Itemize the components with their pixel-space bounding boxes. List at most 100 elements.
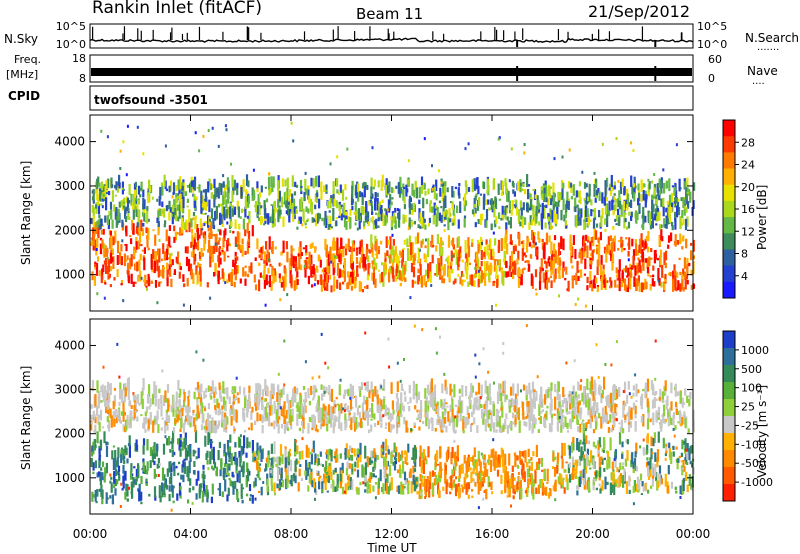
velocity-mark — [105, 445, 109, 457]
velocity-mark — [101, 495, 104, 505]
velocity-mark — [661, 391, 664, 403]
velocity-mark — [324, 467, 327, 473]
power-mark — [506, 243, 509, 255]
power-mark — [233, 179, 236, 191]
power-mark — [511, 200, 514, 210]
power-mark — [388, 270, 391, 283]
velocity-mark — [307, 463, 310, 468]
power-mark — [551, 250, 554, 263]
power-mark — [532, 214, 535, 222]
velocity-mark — [117, 447, 120, 458]
velocity-mark — [592, 458, 595, 469]
power-mark — [100, 203, 103, 206]
power-speck — [431, 164, 433, 168]
power-mark — [318, 213, 321, 220]
power-mark — [146, 206, 149, 212]
velocity-mark — [690, 445, 694, 454]
power-mark — [313, 268, 316, 276]
velocity-mark — [318, 477, 321, 485]
power-speck — [568, 148, 571, 152]
power-mark — [625, 265, 628, 273]
power-mark — [344, 248, 348, 256]
velocity-mark — [494, 451, 497, 462]
power-mark — [110, 266, 113, 272]
power-mark — [640, 233, 643, 247]
velocity-mark — [172, 500, 175, 504]
power-mark — [502, 210, 506, 213]
cpid-label: CPID — [8, 89, 40, 103]
power-mark — [217, 255, 220, 263]
velocity-mark — [521, 451, 524, 457]
power-mark — [509, 217, 512, 229]
velocity-mark — [308, 461, 311, 470]
power-mark — [314, 214, 317, 227]
velocity-mark — [189, 423, 192, 426]
power-mark — [312, 178, 315, 189]
velocity-mark — [568, 462, 571, 468]
velocity-mark — [437, 472, 441, 480]
power-mark — [356, 265, 359, 268]
velocity-mark — [419, 456, 422, 467]
power-mark — [475, 251, 478, 261]
power-mark — [398, 215, 401, 228]
power-mark — [599, 231, 602, 241]
noise-right-tick-top: 10^5 — [697, 20, 727, 33]
power-mark — [398, 192, 402, 198]
power-speck — [203, 223, 206, 226]
power-mark — [520, 208, 523, 216]
power-mark — [166, 262, 169, 270]
power-mark — [388, 199, 391, 213]
power-mark — [574, 206, 577, 213]
power-mark — [177, 195, 180, 199]
velocity-mark — [574, 459, 577, 465]
power-mark — [408, 217, 411, 230]
freq-panel-frame — [89, 54, 694, 83]
power-mark — [186, 184, 189, 188]
velocity-mark — [164, 478, 167, 488]
velocity-mark — [681, 397, 684, 408]
power-mark — [678, 257, 681, 260]
velocity-mark — [101, 489, 104, 500]
velocity-mark — [445, 451, 448, 463]
power-mark — [109, 284, 112, 288]
freq-left-tick-top: 18 — [72, 52, 86, 65]
velocity-mark — [289, 400, 292, 409]
velocity-mark — [132, 482, 135, 486]
velocity-mark — [560, 422, 563, 433]
velocity-mark — [465, 385, 468, 397]
power-speck — [651, 180, 653, 184]
power-mark — [188, 219, 191, 233]
velocity-mark — [583, 458, 586, 470]
velocity-mark — [356, 488, 359, 495]
power-mark — [94, 264, 97, 270]
power-mark — [549, 222, 552, 230]
velocity-mark — [176, 415, 179, 423]
power-mark — [95, 262, 99, 276]
velocity-mark — [526, 411, 529, 418]
velocity-mark — [135, 468, 138, 479]
power-mark — [295, 184, 299, 188]
velocity-mark — [419, 445, 422, 457]
velocity-mark — [154, 495, 157, 501]
velocity-mark — [611, 394, 615, 408]
velocity-mark — [349, 445, 352, 452]
power-speck — [647, 178, 650, 182]
power-mark — [371, 205, 374, 215]
power-mark — [495, 216, 498, 224]
power-mark — [160, 273, 163, 277]
velocity-mark — [129, 410, 132, 418]
power-mark — [234, 236, 237, 247]
velocity-mark — [403, 471, 407, 481]
power-mark — [570, 243, 573, 256]
velocity-mark — [169, 449, 172, 453]
velocity-mark — [445, 425, 448, 433]
power-mark — [326, 215, 329, 225]
power-mark — [452, 237, 455, 247]
power-mark — [143, 209, 146, 214]
velocity-mark — [477, 382, 481, 395]
power-mark — [596, 259, 599, 267]
velocity-mark — [372, 466, 375, 472]
power-mark — [356, 209, 359, 220]
velocity-mark — [124, 491, 127, 500]
power-mark — [257, 193, 260, 206]
